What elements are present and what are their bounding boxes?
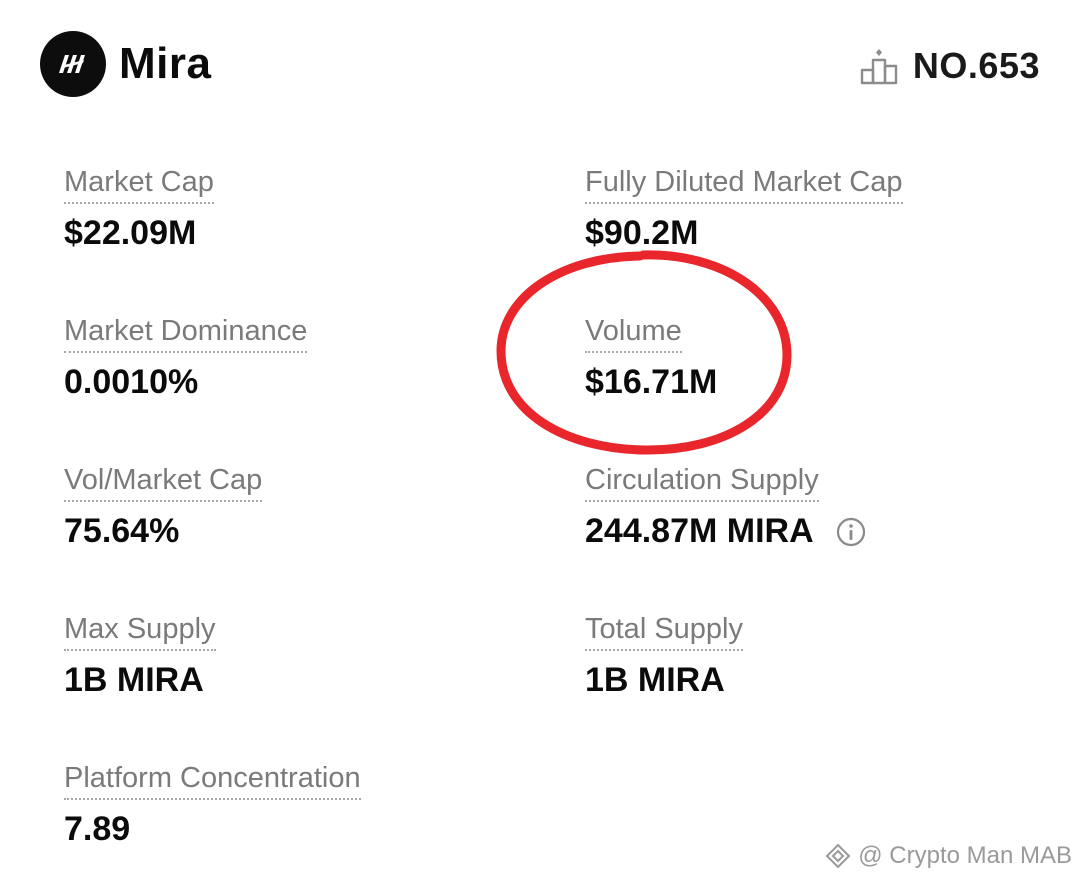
mira-logo-icon bbox=[40, 31, 106, 97]
circulation-supply-label[interactable]: Circulation Supply bbox=[585, 464, 819, 502]
market-dominance-value: 0.0010% bbox=[64, 363, 199, 401]
stat-platform-concentration: Platform Concentration 7.89 bbox=[64, 762, 361, 849]
binance-square-icon bbox=[825, 843, 851, 869]
stat-market-dominance: Market Dominance 0.0010% bbox=[64, 315, 308, 402]
platform-concentration-label[interactable]: Platform Concentration bbox=[64, 762, 361, 800]
stat-fully-diluted-market-cap: Fully Diluted Market Cap $90.2M bbox=[585, 166, 903, 253]
vol-market-cap-label[interactable]: Vol/Market Cap bbox=[64, 464, 263, 502]
info-icon[interactable] bbox=[836, 517, 866, 547]
volume-label[interactable]: Volume bbox=[585, 315, 682, 353]
market-cap-label[interactable]: Market Cap bbox=[64, 166, 214, 204]
rank-number: NO.653 bbox=[912, 45, 1040, 86]
watermark: @ Crypto Man MAB bbox=[824, 842, 1072, 870]
stat-volume: Volume $16.71M bbox=[585, 315, 717, 402]
rank-badge: NO.653 bbox=[859, 45, 1040, 87]
watermark-text: @ Crypto Man MAB bbox=[858, 842, 1072, 869]
coin-brand[interactable]: Mira bbox=[40, 31, 211, 97]
total-supply-label[interactable]: Total Supply bbox=[585, 613, 743, 651]
coin-header: Mira NO.653 bbox=[40, 31, 1040, 99]
total-supply-value: 1B MIRA bbox=[585, 661, 725, 699]
fully-diluted-market-cap-label[interactable]: Fully Diluted Market Cap bbox=[585, 166, 903, 204]
platform-concentration-value: 7.89 bbox=[64, 810, 131, 848]
coin-name: Mira bbox=[119, 39, 212, 88]
podium-icon bbox=[860, 49, 898, 85]
max-supply-value: 1B MIRA bbox=[64, 661, 204, 699]
market-dominance-label[interactable]: Market Dominance bbox=[64, 315, 308, 353]
stat-market-cap: Market Cap $22.09M bbox=[64, 166, 214, 253]
stat-vol-market-cap: Vol/Market Cap 75.64% bbox=[64, 464, 263, 551]
vol-market-cap-value: 75.64% bbox=[64, 512, 180, 550]
market-cap-value: $22.09M bbox=[64, 214, 197, 252]
fully-diluted-market-cap-value: $90.2M bbox=[585, 214, 699, 252]
circulation-supply-row: 244.87M MIRA bbox=[585, 512, 866, 551]
stat-total-supply: Total Supply 1B MIRA bbox=[585, 613, 743, 700]
stat-circulation-supply: Circulation Supply 244.87M MIRA bbox=[585, 464, 866, 551]
circulation-supply-value: 244.87M MIRA bbox=[585, 512, 814, 550]
max-supply-label[interactable]: Max Supply bbox=[64, 613, 216, 651]
volume-value: $16.71M bbox=[585, 363, 718, 401]
stat-max-supply: Max Supply 1B MIRA bbox=[64, 613, 216, 700]
